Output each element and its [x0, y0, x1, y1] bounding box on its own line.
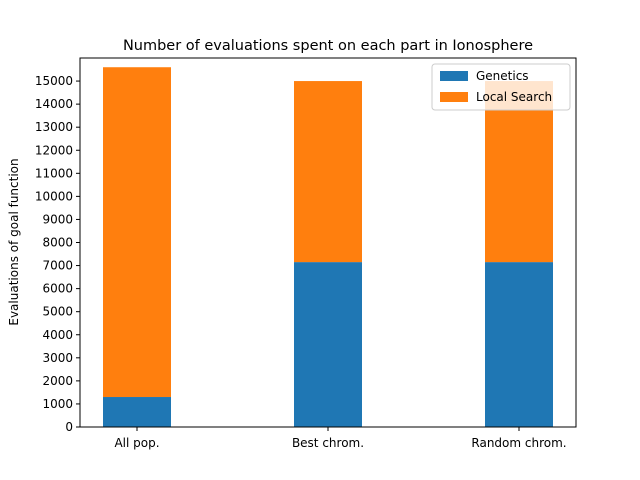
y-tick-label: 2000 [42, 374, 73, 388]
x-tick-label: Random chrom. [471, 436, 566, 450]
bar-local-search-random-chrom [485, 81, 553, 263]
y-tick-label: 9000 [42, 212, 73, 226]
y-tick-label: 8000 [42, 236, 73, 250]
bar-genetics-random-chrom [485, 262, 553, 427]
y-axis-ticks: 0 1000 2000 3000 4000 5000 6000 7000 8000 9000 100… [35, 74, 80, 434]
y-tick-label: 4000 [42, 328, 73, 342]
bars-group [103, 67, 553, 427]
legend: Genetics Local Search [431, 63, 571, 111]
x-axis-ticks: All pop. Best chrom. Random chrom. [114, 427, 567, 450]
legend-label-genetics: Genetics [476, 69, 529, 83]
y-tick-label: 1000 [42, 397, 73, 411]
y-tick-label: 10000 [35, 189, 73, 203]
y-tick-label: 3000 [42, 351, 73, 365]
bar-local-search-best-chrom [294, 81, 362, 263]
bar-local-search-all-pop [103, 67, 171, 398]
bar-genetics-best-chrom [294, 262, 362, 427]
legend-swatch-genetics [440, 71, 468, 81]
chart-title: Number of evaluations spent on each part… [123, 38, 533, 54]
x-tick-label: Best chrom. [292, 436, 364, 450]
y-tick-label: 6000 [42, 282, 73, 296]
bar-genetics-all-pop [103, 397, 171, 427]
y-tick-label: 7000 [42, 259, 73, 273]
y-tick-label: 13000 [35, 120, 73, 134]
y-axis-label: Evaluations of goal function [7, 158, 21, 325]
legend-label-local-search: Local Search [476, 90, 552, 104]
y-tick-label: 5000 [42, 305, 73, 319]
y-tick-label: 0 [65, 420, 73, 434]
y-tick-label: 15000 [35, 74, 73, 88]
y-tick-label: 11000 [35, 166, 73, 180]
y-tick-label: 14000 [35, 97, 73, 111]
axes-frame [79, 57, 577, 428]
y-tick-label: 12000 [35, 143, 73, 157]
legend-swatch-local-search [440, 92, 468, 102]
x-tick-label: All pop. [114, 436, 159, 450]
